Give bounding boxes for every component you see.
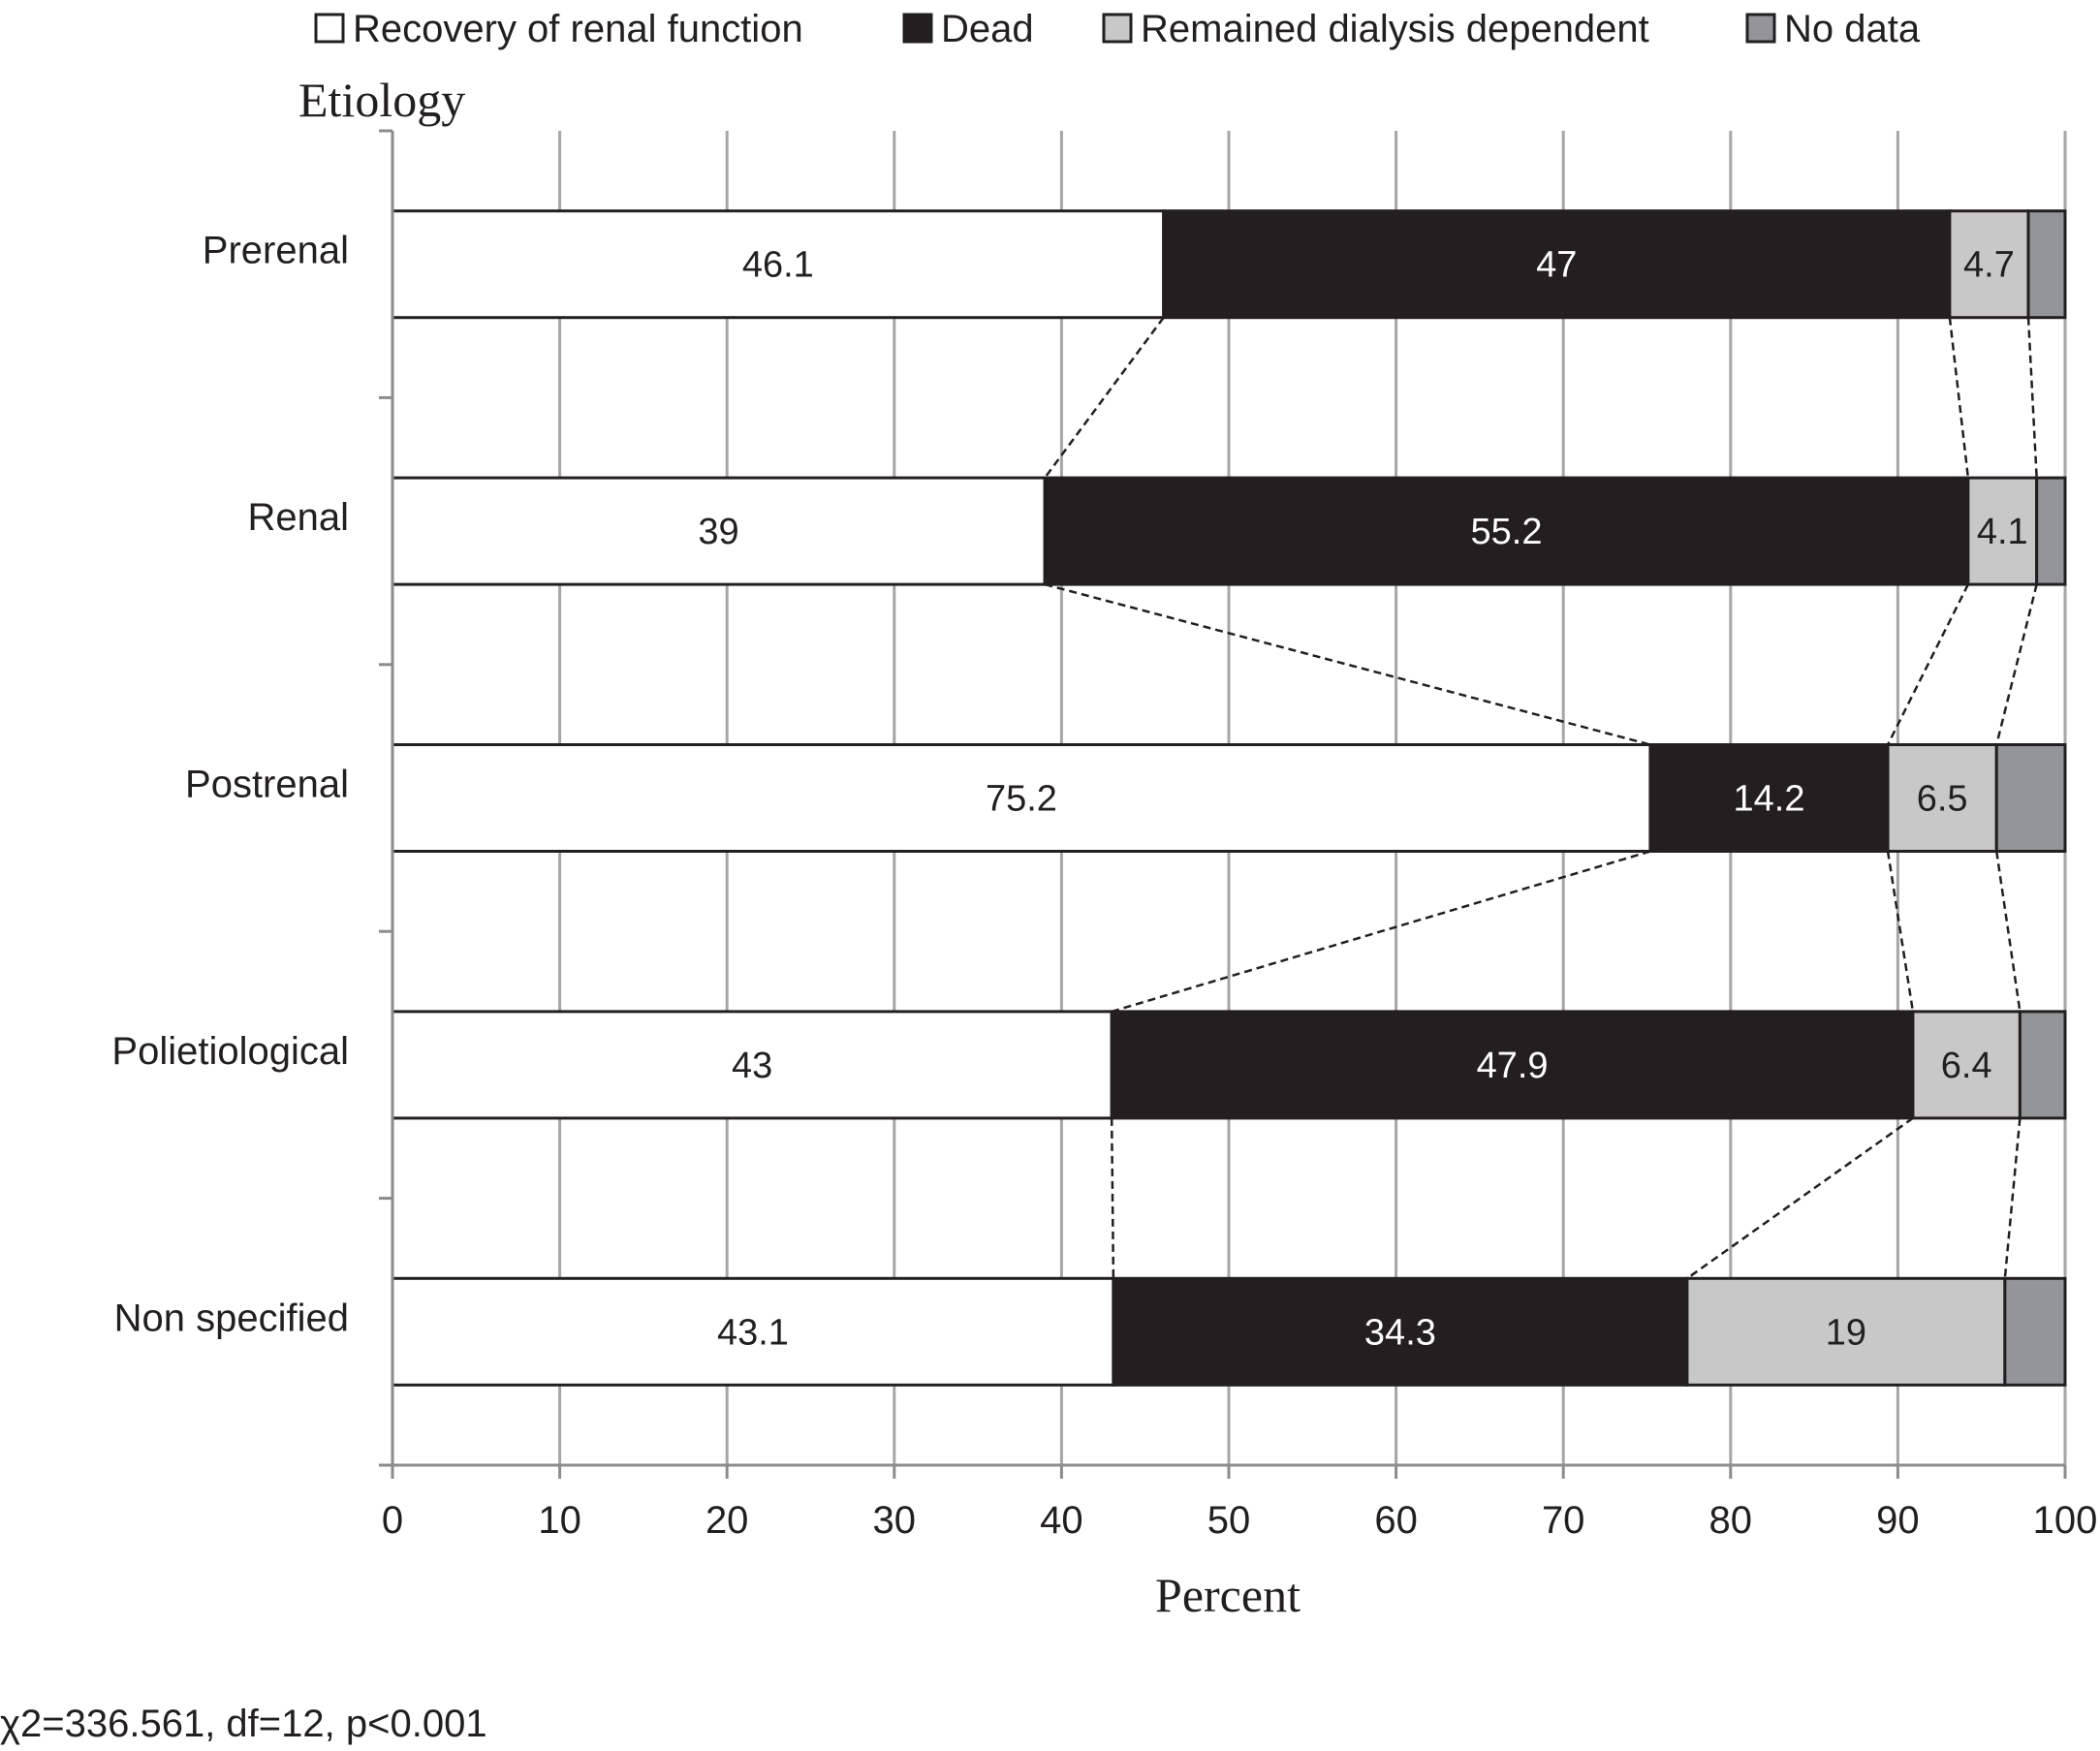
legend-label: Recovery of renal function	[353, 8, 803, 50]
bar-segment	[391, 209, 1166, 320]
category-label: Non specified	[114, 1297, 349, 1339]
y-axis-title: Etiology	[298, 73, 465, 127]
connector-line	[1994, 851, 2022, 1013]
data-label: 39	[698, 512, 738, 552]
x-tick-label: 70	[1542, 1499, 1585, 1542]
bar-segment	[1110, 1010, 1915, 1120]
bar-segment	[2018, 1010, 2067, 1120]
x-tick-label: 40	[1040, 1499, 1083, 1542]
category-label: Renal	[247, 496, 349, 539]
bar-segment	[2026, 209, 2067, 320]
bar-segment	[1911, 1010, 2022, 1120]
connector-line	[1886, 583, 1970, 746]
x-tick-label: 90	[1876, 1499, 1920, 1542]
bar-segment	[1948, 209, 2030, 320]
x-tick-label: 10	[538, 1499, 581, 1542]
x-axis-title: Percent	[1155, 1568, 1301, 1622]
connector-line	[2003, 1117, 2022, 1279]
data-label: 47.9	[1477, 1046, 1549, 1086]
data-label: 19	[1826, 1312, 1866, 1353]
data-label: 47	[1536, 245, 1577, 286]
data-label: 55.2	[1471, 512, 1543, 552]
bar-segment	[391, 476, 1047, 586]
bar-segment	[1043, 476, 1970, 586]
bar-segment	[1685, 1276, 2007, 1387]
data-label: 4.1	[1977, 512, 2028, 552]
bar-segment	[2035, 476, 2067, 586]
legend-label: Remained dialysis dependent	[1141, 8, 1649, 50]
data-label: 46.1	[742, 245, 814, 286]
legend: Recovery of renal function Dead Remained d…	[314, 8, 1921, 50]
data-label: 14.2	[1734, 779, 1805, 820]
legend-swatch	[314, 13, 345, 44]
x-tick-label: 80	[1709, 1499, 1753, 1542]
legend-swatch	[1102, 13, 1133, 44]
connector-line	[1044, 316, 1165, 479]
connector-line	[1044, 582, 1651, 746]
connector-line	[1886, 851, 1915, 1013]
bar-segment	[1994, 743, 2067, 853]
axes: 0 10 20 30 40 50 60 70 80 90 100 Prerenal Renal Postr…	[111, 129, 2098, 1542]
bars: 46.1 47 4.7 39 55.2 4.1 75.2 14.2 6.5 43 47.9 6.4 43…	[391, 209, 2067, 1387]
data-label: 43	[732, 1046, 772, 1086]
category-label: Postrenal	[185, 764, 349, 806]
x-tick-label: 0	[382, 1499, 403, 1542]
bar-segment	[1966, 476, 2039, 586]
legend-label: No data	[1784, 8, 1921, 50]
data-label: 6.5	[1917, 779, 1968, 820]
connector-line	[1995, 583, 2038, 745]
category-label: Prerenal	[203, 230, 349, 272]
connector-line	[1948, 317, 1970, 479]
data-label: 75.2	[986, 779, 1057, 820]
legend-swatch	[902, 13, 933, 44]
legend-swatch	[1745, 13, 1776, 44]
bar-segment	[2003, 1276, 2067, 1387]
bar-segment	[391, 743, 1652, 853]
category-label: Polietiological	[111, 1030, 349, 1073]
bar-segment	[1648, 743, 1890, 853]
data-label: 43.1	[717, 1312, 789, 1353]
data-label: 34.3	[1364, 1312, 1436, 1353]
x-tick-label: 20	[705, 1499, 749, 1542]
x-tick-label: 60	[1374, 1499, 1418, 1542]
connector-line	[2026, 317, 2038, 479]
connector-lines	[1044, 316, 2038, 1280]
connector-line	[1110, 1117, 1115, 1279]
statistics-annotation: χ2=336.561, df=12, p<0.001	[0, 1703, 487, 1745]
data-label: 6.4	[1941, 1046, 1992, 1086]
x-tick-label: 50	[1207, 1499, 1251, 1542]
x-tick-label: 100	[2033, 1499, 2098, 1542]
connector-line	[1111, 850, 1651, 1014]
data-label: 4.7	[1963, 245, 2015, 286]
bar-segment	[1112, 1276, 1689, 1387]
x-tick-label: 30	[873, 1499, 917, 1542]
connector-line	[1686, 1116, 1914, 1280]
legend-label: Dead	[941, 8, 1034, 50]
